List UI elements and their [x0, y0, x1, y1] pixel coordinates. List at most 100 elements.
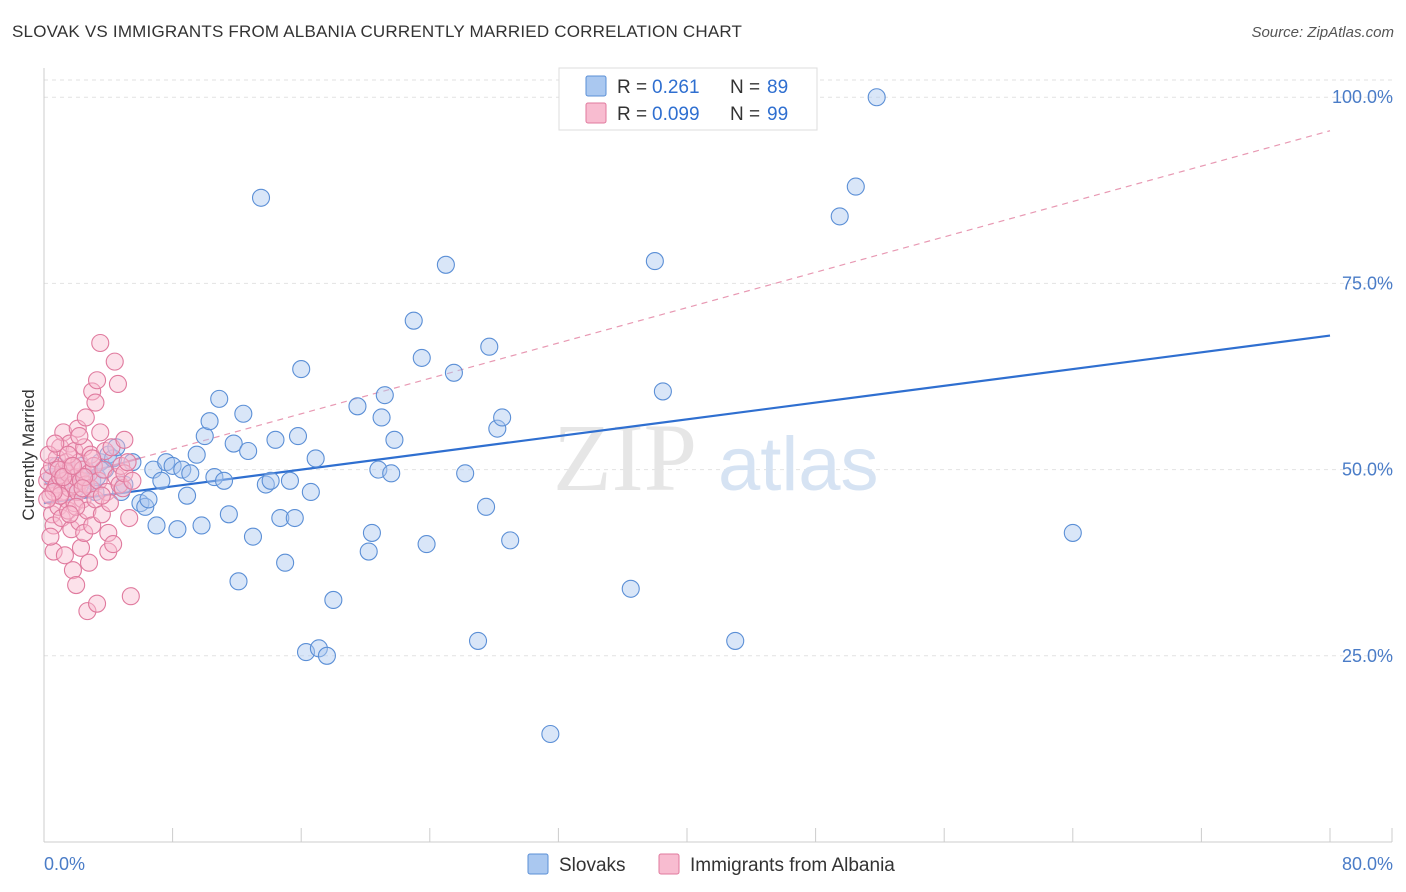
chart-source: Source: ZipAtlas.com [1251, 24, 1394, 41]
data-point-slovaks [436, 255, 455, 274]
data-point-slovaks [468, 631, 488, 650]
data-point-slovaks [205, 468, 224, 487]
trend-line-1 [43, 130, 1331, 486]
data-point-albania [118, 453, 137, 472]
data-point-albania [63, 456, 82, 475]
data-point-slovaks [261, 471, 280, 490]
data-point-slovaks [444, 363, 463, 382]
data-point-slovaks [224, 434, 243, 453]
data-point-slovaks [139, 490, 158, 509]
data-point-albania [59, 445, 78, 464]
data-point-slovaks [404, 311, 423, 330]
data-point-slovaks [477, 497, 496, 516]
data-point-albania [113, 479, 132, 498]
x-tick-label: 80.0% [1342, 854, 1393, 874]
data-point-slovaks [192, 516, 211, 535]
legend-n-label: N = [730, 77, 760, 98]
data-point-slovaks [306, 449, 325, 468]
data-point-slovaks [178, 486, 197, 505]
data-point-slovaks [846, 177, 865, 196]
series-legend: Slovaks Immigrants from Albania [527, 853, 895, 876]
data-point-slovaks [271, 508, 290, 528]
data-point-slovaks [163, 456, 182, 475]
data-point-slovaks [301, 482, 320, 502]
data-point-albania [120, 508, 139, 528]
y-tick-label: 75.0% [1342, 273, 1393, 293]
data-point-slovaks [501, 531, 520, 550]
data-point-slovaks [493, 408, 512, 427]
tick-labels: 25.0% 50.0% 75.0% 100.0% 0.0% 80.0% Currently … [19, 87, 1393, 874]
data-point-slovaks [234, 404, 253, 423]
data-point-slovaks [417, 535, 436, 554]
data-point-albania [83, 449, 102, 468]
series-legend-label: Immigrants from Albania [690, 855, 895, 876]
data-point-albania [92, 486, 111, 505]
watermark-atlas: atlas [718, 422, 879, 507]
data-point-albania [104, 535, 123, 554]
y-tick-label: 25.0% [1342, 646, 1393, 666]
data-point-albania [115, 430, 134, 449]
data-point-albania [86, 393, 105, 412]
data-point-slovaks [266, 430, 285, 449]
data-point-albania [38, 490, 57, 509]
data-point-slovaks [168, 520, 187, 539]
legend-r-label: R = [617, 104, 647, 125]
data-point-albania [73, 479, 92, 498]
data-point-slovaks [214, 471, 234, 490]
data-point-albania [76, 408, 95, 427]
data-point-slovaks [412, 348, 431, 367]
data-point-albania [108, 374, 127, 394]
data-point-slovaks [488, 419, 507, 438]
data-point-slovaks [726, 631, 745, 650]
data-point-slovaks [239, 441, 258, 461]
data-point-slovaks [243, 527, 263, 546]
data-point-albania [55, 546, 74, 565]
legend-swatch [585, 102, 607, 124]
data-point-albania [78, 602, 97, 621]
data-point-albania [123, 471, 142, 490]
data-point-albania [79, 553, 99, 572]
data-point-albania [39, 445, 58, 464]
data-point-slovaks [292, 360, 311, 379]
data-point-albania [67, 576, 86, 595]
data-point-slovaks [359, 542, 378, 561]
data-point-albania [60, 505, 79, 524]
data-points [38, 88, 1082, 744]
data-point-albania [46, 434, 65, 453]
data-point-slovaks [276, 553, 295, 572]
data-point-slovaks [362, 523, 381, 542]
data-point-albania [87, 594, 107, 613]
data-point-albania [99, 523, 118, 542]
data-point-slovaks [288, 427, 308, 446]
data-point-albania [70, 427, 89, 446]
data-point-slovaks [285, 508, 304, 528]
data-point-slovaks [187, 445, 206, 464]
data-point-slovaks [229, 572, 248, 591]
data-point-albania [41, 527, 60, 546]
data-point-slovaks [382, 464, 401, 483]
data-point-albania [71, 538, 91, 557]
chart-title: SLOVAK VS IMMIGRANTS FROM ALBANIA CURREN… [12, 22, 743, 41]
data-point-albania [91, 423, 110, 442]
data-point-albania [121, 587, 140, 606]
data-point-slovaks [152, 471, 171, 490]
data-point-slovaks [645, 252, 664, 271]
data-point-slovaks [1063, 523, 1082, 542]
data-point-albania [91, 333, 110, 353]
data-point-slovaks [348, 397, 367, 416]
legend-n-value: 99 [767, 104, 788, 125]
data-point-slovaks [541, 724, 560, 744]
legend-n-label: N = [730, 104, 760, 125]
data-point-slovaks [219, 505, 238, 524]
legend-r-label: R = [617, 77, 647, 98]
legend-r-value: 0.099 [652, 104, 700, 125]
data-point-slovaks [251, 188, 271, 207]
y-tick-label: 50.0% [1342, 460, 1393, 480]
data-point-albania [63, 561, 82, 580]
series-legend-label: Slovaks [559, 855, 626, 876]
legend-swatch [585, 75, 607, 97]
data-point-albania [105, 352, 124, 371]
data-point-slovaks [385, 430, 404, 449]
series-legend-swatch [527, 853, 549, 875]
